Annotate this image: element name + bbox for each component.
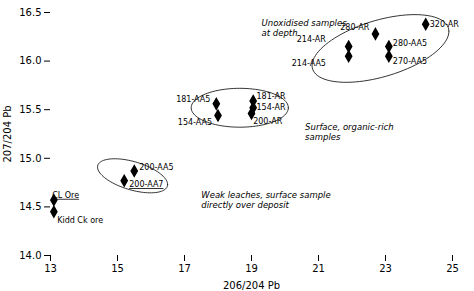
svg-text:270-AA5: 270-AA5 [393,57,427,66]
svg-text:23: 23 [379,263,392,274]
svg-text:181-AR: 181-AR [257,92,286,101]
svg-text:214-AA5: 214-AA5 [292,59,326,68]
svg-text:Kidd Ck ore: Kidd Ck ore [57,216,103,225]
svg-text:154-AA5: 154-AA5 [178,118,212,127]
svg-text:14.0: 14.0 [19,250,41,261]
svg-text:154-AR: 154-AR [257,103,286,112]
svg-text:CL Ore: CL Ore [52,191,79,200]
svg-text:17: 17 [178,263,191,274]
svg-text:280-AR: 280-AR [340,22,370,32]
svg-text:16.5: 16.5 [19,7,41,18]
svg-text:200-AA5: 200-AA5 [139,163,173,172]
svg-text:280-AA5: 280-AA5 [393,39,427,48]
svg-text:214-AR: 214-AR [297,35,326,44]
svg-text:181-AA5: 181-AA5 [176,95,210,104]
svg-text:15.5: 15.5 [19,104,41,115]
svg-text:16.0: 16.0 [19,55,41,66]
svg-text:200-AR: 200-AR [253,117,282,126]
svg-text:15: 15 [111,263,124,274]
svg-text:200-AA7: 200-AA7 [129,180,163,189]
svg-text:Weak leaches, surface sampledi: Weak leaches, surface sampledirectly ove… [201,190,330,210]
svg-text:21: 21 [312,263,325,274]
svg-text:19: 19 [245,263,258,274]
svg-text:Surface, organic-richsamples: Surface, organic-richsamples [305,122,394,142]
svg-text:207/204 Pb: 207/204 Pb [2,105,13,162]
svg-text:14.5: 14.5 [19,201,41,212]
svg-text:25: 25 [446,263,459,274]
svg-text:15.0: 15.0 [19,153,41,164]
svg-text:206/204 Pb: 206/204 Pb [223,280,280,291]
svg-text:Unoxidised samplesat depth: Unoxidised samplesat depth [262,18,348,38]
svg-text:13: 13 [44,263,57,274]
svg-text:320-AR: 320-AR [430,20,459,29]
